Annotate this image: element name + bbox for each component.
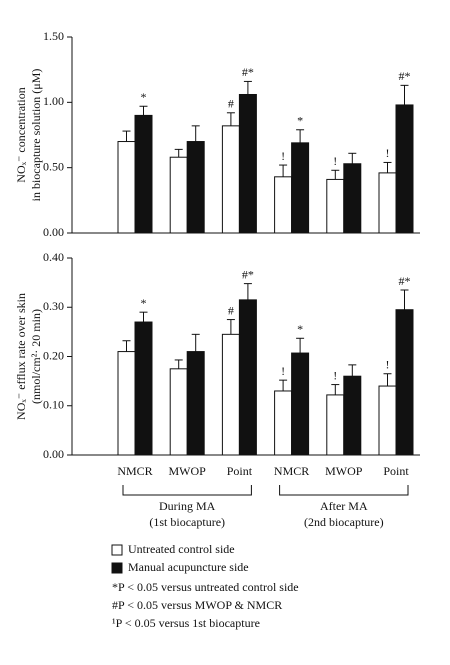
group-label: (2nd biocapture)	[304, 515, 384, 529]
y-tick-label: 0.00	[43, 225, 64, 239]
y-tick-label: 0.40	[43, 250, 64, 264]
legend-swatch	[111, 562, 123, 574]
y-axis-label: (nmol/cm²· 20 min)	[29, 309, 43, 404]
significance-mark: #	[228, 303, 234, 317]
significance-mark: #*	[242, 267, 254, 281]
significance-mark: #*	[242, 65, 254, 79]
x-tick-label: MWOP	[169, 464, 207, 478]
bar	[395, 309, 414, 456]
footnote: #P < 0.05 versus MWOP & NMCR	[112, 598, 282, 612]
bar	[274, 176, 293, 234]
bar	[395, 104, 414, 234]
bar	[326, 394, 345, 456]
significance-mark: *	[141, 90, 147, 104]
bar	[378, 385, 397, 456]
significance-mark: !	[281, 364, 285, 378]
group-label: After MA	[320, 499, 368, 513]
group-label: During MA	[159, 499, 216, 513]
y-axis-label: in biocapture solution (μM)	[29, 69, 43, 202]
footnote: *P < 0.05 versus untreated control side	[112, 580, 299, 594]
bar	[186, 141, 205, 234]
y-tick-label: 0.10	[43, 398, 64, 412]
legend-label: Manual acupuncture side	[128, 560, 249, 574]
y-tick-label: 0.50	[43, 159, 64, 173]
bar	[134, 114, 153, 234]
significance-mark: !	[333, 368, 337, 382]
y-tick-label: 0.20	[43, 348, 64, 362]
bar	[134, 321, 153, 456]
bar	[169, 156, 188, 234]
bar	[221, 333, 240, 456]
significance-mark: #	[228, 97, 234, 111]
bar	[117, 351, 136, 456]
x-tick-label: NMCR	[117, 464, 152, 478]
bar	[291, 352, 310, 456]
significance-mark: !	[386, 357, 390, 371]
group-bracket	[279, 485, 409, 496]
bar	[378, 172, 397, 234]
significance-mark: !	[333, 154, 337, 168]
bar	[238, 299, 257, 456]
significance-mark: !	[386, 146, 390, 160]
x-tick-label: Point	[383, 464, 409, 478]
bar	[291, 142, 310, 234]
bar	[221, 125, 240, 234]
y-axis-label: NOₓ⁻ efflux rate over skin	[14, 293, 28, 420]
y-tick-label: 1.50	[43, 29, 64, 43]
significance-mark: *	[297, 322, 303, 336]
legend-swatch	[111, 544, 123, 556]
y-axis-label: NOₓ⁻ concentration	[14, 87, 28, 182]
significance-mark: #*	[399, 274, 411, 288]
bar	[238, 93, 257, 234]
bar	[343, 375, 362, 456]
x-tick-label: MWOP	[325, 464, 363, 478]
y-tick-label: 0.00	[43, 447, 64, 461]
bar	[186, 351, 205, 456]
y-tick-label: 1.00	[43, 94, 64, 108]
x-tick-label: Point	[227, 464, 253, 478]
significance-mark: #*	[399, 69, 411, 83]
significance-mark: !	[281, 149, 285, 163]
bar	[274, 390, 293, 456]
y-tick-label: 0.30	[43, 299, 64, 313]
footnote: ¹P < 0.05 versus 1st biocapture	[112, 616, 260, 630]
group-bracket	[122, 485, 252, 496]
significance-mark: *	[297, 114, 303, 128]
bar	[326, 178, 345, 234]
bar	[117, 141, 136, 234]
group-label: (1st biocapture)	[149, 515, 225, 529]
legend-label: Untreated control side	[128, 542, 235, 556]
bar	[343, 163, 362, 234]
bar	[169, 368, 188, 456]
x-tick-label: NMCR	[274, 464, 309, 478]
significance-mark: *	[141, 296, 147, 310]
